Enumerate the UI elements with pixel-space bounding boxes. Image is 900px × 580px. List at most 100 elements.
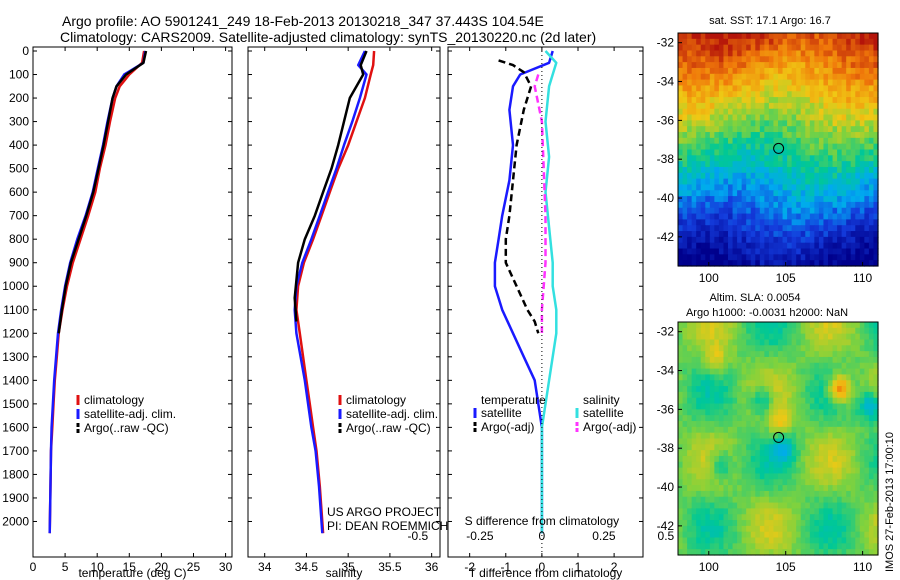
sla_map-cell [746,479,752,486]
sst_map-cell [737,62,743,69]
sst_map-cell [741,102,747,110]
sst_map-cell [791,242,797,250]
sst_map-cell [800,201,806,209]
sla_map-cell [818,455,825,463]
sla_map-cell [855,432,861,440]
sla_map-cell [832,450,838,457]
sla_map-cell [737,455,743,463]
sst_map-cell [746,44,752,52]
sst_map-cell [818,242,825,250]
sla_map-cell [696,444,702,451]
sst_map-cell [709,184,715,191]
sst_map-cell [773,114,779,121]
sst_map-cell [768,196,775,203]
sla_map-cell [728,502,734,509]
sst_map-cell [855,126,861,133]
sla_map-cell [741,479,747,486]
sla_map-cell [809,356,815,364]
sla_map-cell [682,322,688,329]
sst_map-cell [705,231,711,238]
sla_map-cell [809,531,815,539]
sst_map-cell [787,184,793,191]
sst_map-cell [746,219,752,226]
sla_map-cell [714,333,720,341]
sst_map-ytick-label: -42 [657,230,675,244]
sla_map-cell [832,415,838,422]
sst_map-cell [678,126,684,133]
sst_map-cell [728,50,734,57]
sla_map-cell [691,397,697,405]
sst_map-cell [791,201,797,209]
sst_map-cell [855,79,861,87]
sst_map-cell [873,44,879,52]
sla_map-cell [837,409,843,416]
sst_map-cell [678,184,684,191]
sst_map-cell [837,85,843,92]
sla_map-cell [837,549,843,556]
sla_map-cell [796,386,802,393]
sst_map-cell [823,166,829,174]
sst_map-cell [700,132,706,139]
sst_map-cell [691,155,697,162]
sst_map-cell [755,102,761,110]
sla_map-cell [805,514,811,521]
sla_map-cell [837,391,843,399]
sst_map-cell [741,225,747,232]
sla_map-cell [750,485,756,492]
sst_map-cell [691,231,697,238]
sst_map-cell [750,67,756,75]
sst_map-cell [696,120,702,127]
sla_map-cell [800,362,806,370]
sst_map-cell [828,149,834,156]
sla_map-cell [818,502,825,509]
sst_map-cell [832,149,838,156]
sla_map-cell [791,508,797,515]
sst_map-cell [700,137,706,145]
sla_map-cell [873,333,879,341]
sst_map-cell [846,132,852,139]
sla_map-cell [682,461,688,469]
sst_map-cell [773,67,779,75]
sla_map-cell [746,508,752,515]
sla_map-cell [705,490,711,498]
sst_map-cell [700,56,706,63]
sst_map-frame [677,32,879,267]
sla_map-cell [746,496,752,504]
sst_map-cell [755,254,761,261]
sst_map-cell [796,184,802,191]
sla_map-cell [714,403,720,410]
sla_map-cell [791,438,797,445]
sst_map-cell [768,132,775,139]
sst_map-cell [873,85,879,92]
sla_map-cell [678,426,684,434]
sst_map-cell [837,196,843,203]
sst_map-cell [682,201,688,209]
sla_map-cell [818,543,825,550]
sst_map-cell [764,190,770,197]
sst_map-cell [746,143,752,151]
sst_map-cell [768,161,775,168]
sla_map-cell [696,391,702,399]
sla_map-cell [773,473,779,480]
sla_map-cell [750,531,756,539]
sst_map-cell [873,102,879,110]
sst_map-cell [828,44,834,52]
sst_map-cell [718,56,725,63]
sla_map-cell [723,467,729,475]
sst_map-cell [700,114,706,121]
sst_map-cell [709,91,715,98]
sst_map-cell [700,38,706,46]
sst_map-cell [855,201,861,209]
sla_map-cell [841,520,847,527]
temperature-series-argo---raw--qc- [57,50,148,334]
sla_map-cell [855,327,861,335]
sla_map-cell [691,351,697,358]
sla_map-cell [723,520,729,527]
sst_map-cell [791,120,797,127]
sst_map-cell [855,120,861,127]
sla_map-cell [741,409,747,416]
sst_map-cell [828,79,834,87]
sst_map-cell [832,108,838,116]
sst_map-cell [718,201,725,209]
sla_map-cell [850,426,856,434]
